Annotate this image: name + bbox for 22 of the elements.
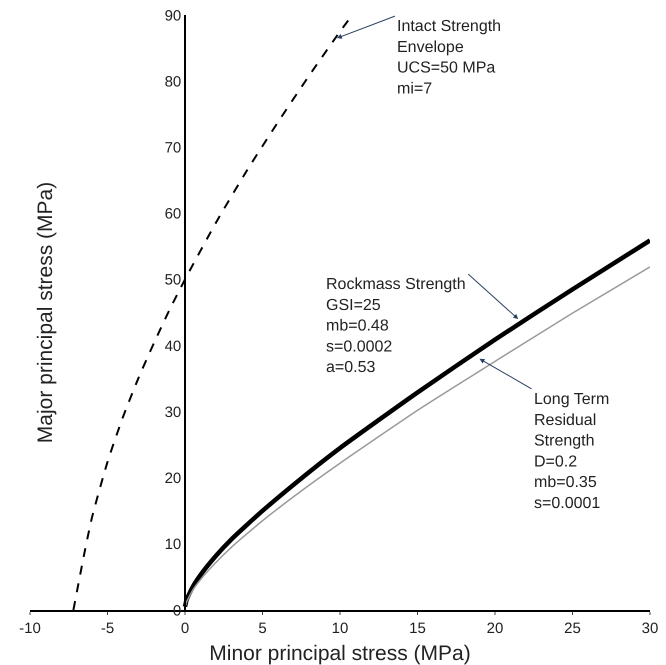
x-tick-label: -10 — [19, 620, 41, 637]
x-tick-label: -5 — [100, 620, 114, 637]
annotation: Rockmass Strength GSI=25 mb=0.48 s=0.0002 a=0.53 — [326, 276, 466, 376]
y-tick-label: 80 — [164, 73, 182, 90]
y-tick-label: 10 — [164, 536, 182, 554]
x-axis-title: Minor principal stress (MPa) — [209, 642, 471, 665]
x-tick-label: 15 — [409, 620, 426, 637]
annotation: Intact Strength Envelope UCS=50 MPa mi=7 — [397, 18, 502, 98]
y-tick-label: 90 — [164, 7, 182, 24]
y-tick-label: 60 — [164, 206, 182, 223]
y-tick-label: 30 — [164, 404, 182, 421]
y-tick-label: 40 — [164, 338, 182, 355]
annotation: Long Term Residual Strength D=0.2 mb=0.35 s=0.0001 — [534, 391, 610, 512]
y-tick-label: 70 — [164, 139, 182, 156]
x-tick-label: 10 — [332, 620, 348, 637]
x-tick-label: 20 — [486, 620, 504, 637]
y-axis-title: Major principal stress (MPa) — [34, 182, 58, 444]
y-tick-label: 50 — [164, 272, 182, 289]
x-tick-label: 30 — [642, 620, 658, 637]
x-tick-label: 25 — [564, 620, 581, 637]
y-tick-label: 20 — [164, 470, 182, 488]
x-tick-label: 5 — [258, 620, 267, 637]
